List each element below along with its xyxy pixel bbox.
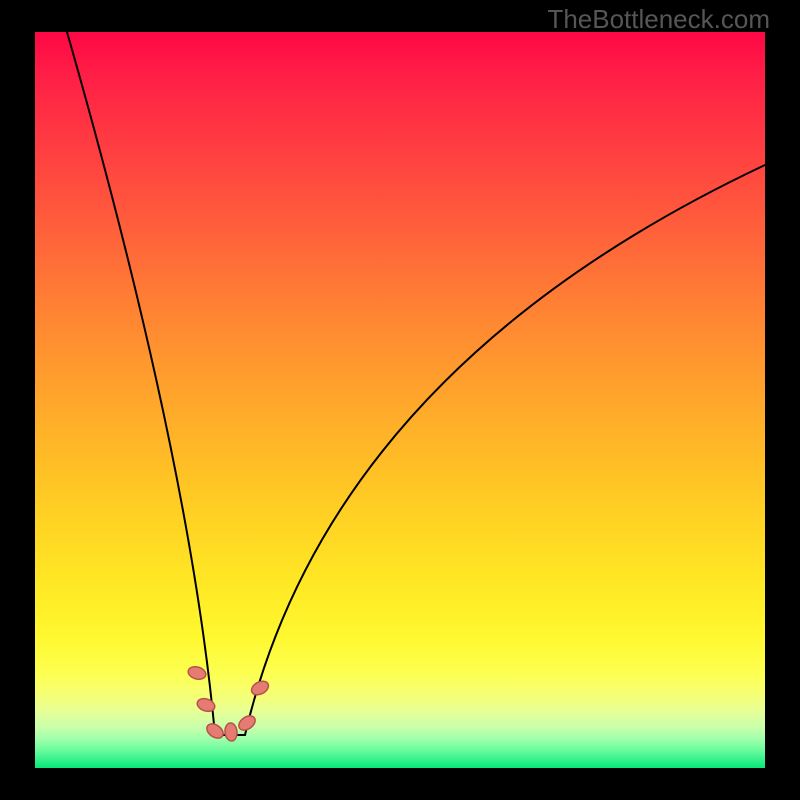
chart-svg <box>0 0 800 800</box>
chart-stage: TheBottleneck.com <box>0 0 800 800</box>
gradient-background <box>35 32 765 768</box>
